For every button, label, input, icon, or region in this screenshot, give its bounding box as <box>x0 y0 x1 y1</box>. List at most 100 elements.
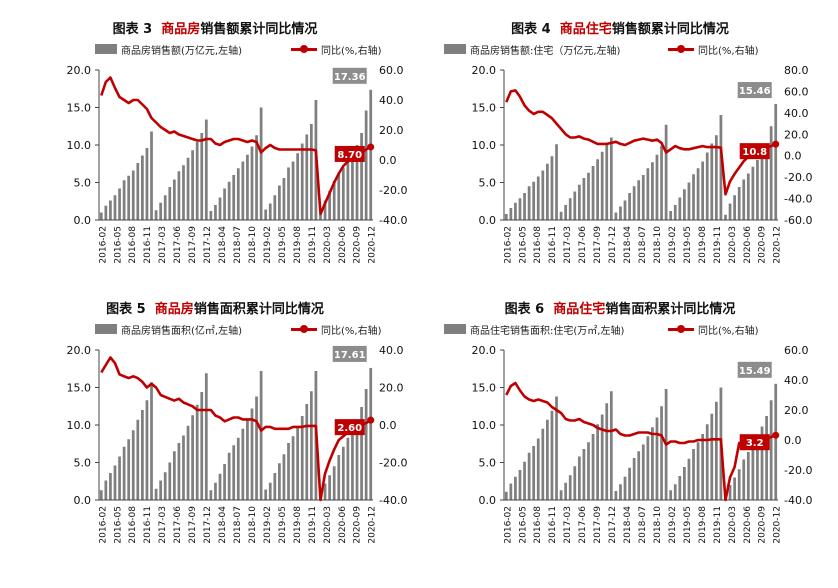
x-tick-label: 2016-02 <box>98 226 108 264</box>
bar <box>692 174 695 220</box>
bar <box>159 480 163 500</box>
bar <box>705 424 709 500</box>
bar <box>145 400 149 500</box>
bar <box>99 212 103 220</box>
bar <box>341 446 345 500</box>
bar <box>737 469 741 500</box>
bar <box>760 426 764 500</box>
x-tick-label: 2017-09 <box>593 226 603 264</box>
chart-legend: 商品房销售额:住宅（万亿元,左轴) 同比(%,右轴) <box>420 42 820 58</box>
right-tick-label: -20.0 <box>784 464 812 477</box>
x-tick-label: 2017-12 <box>203 506 213 544</box>
legend-bar-swatch <box>95 324 117 334</box>
left-tick-label: 5.0 <box>479 177 497 190</box>
bar <box>177 171 181 220</box>
bar <box>355 145 359 220</box>
bar <box>364 389 368 500</box>
x-tick-label: 2017-03 <box>158 226 168 264</box>
bar <box>514 202 517 220</box>
bar <box>577 184 581 220</box>
bar <box>651 427 654 500</box>
bar <box>600 151 604 220</box>
bar <box>264 209 268 220</box>
yoy-line <box>505 89 777 196</box>
line-value-label: 3.2 <box>746 438 764 449</box>
bar-value-label: 17.61 <box>334 350 366 361</box>
x-tick-label: 2019-08 <box>698 226 708 264</box>
bar <box>236 437 240 500</box>
bar <box>669 490 673 500</box>
bar <box>765 143 768 220</box>
bar <box>632 458 636 500</box>
bar <box>273 473 277 500</box>
legend-bar-label: 商品房销售额:住宅（万亿元,左轴) <box>470 46 621 57</box>
bar <box>305 404 309 500</box>
bar <box>168 462 172 500</box>
x-tick-label: 2017-09 <box>188 506 198 544</box>
bar <box>255 396 258 500</box>
x-tick-label: 2017-06 <box>578 226 588 264</box>
x-tick-label: 2017-12 <box>608 226 618 264</box>
yoy-last-point <box>367 416 375 424</box>
bar <box>742 459 746 500</box>
legend-line-marker <box>677 45 685 53</box>
x-tick-label: 2016-11 <box>143 226 153 264</box>
bar <box>555 144 558 220</box>
x-tick-label: 2019-11 <box>713 506 723 544</box>
left-tick-label: 0.0 <box>479 494 497 507</box>
chart-title: 图表 5 商品房销售面积累计同比情况 <box>106 302 324 317</box>
x-tick-label: 2016-05 <box>113 226 123 264</box>
bar <box>287 167 290 220</box>
bar <box>369 367 373 500</box>
left-tick-label: 0.0 <box>74 494 92 507</box>
legend-line-marker <box>677 325 685 333</box>
line-value-label-bg <box>334 145 365 162</box>
legend-bar-label: 商品房销售面积(亿㎡,左轴) <box>121 326 242 337</box>
bar <box>651 162 654 220</box>
bar <box>141 155 144 220</box>
right-tick-label: 40.0 <box>784 374 809 387</box>
bar <box>756 436 759 500</box>
x-tick-label: 2019-05 <box>278 226 288 264</box>
bar <box>109 473 112 500</box>
x-tick-label: 2019-11 <box>308 506 318 544</box>
bar <box>609 391 613 500</box>
bar <box>159 202 163 220</box>
x-tick-label: 2018-07 <box>638 506 648 544</box>
chart-legend: 商品房销售额(万亿元,左轴) 同比(%,右轴) <box>15 42 415 58</box>
legend-bar-swatch <box>444 44 466 54</box>
right-tick-label: -40.0 <box>784 494 812 507</box>
left-tick-label: 0.0 <box>74 214 92 227</box>
x-tick-label: 2020-12 <box>368 506 378 544</box>
x-tick-label: 2016-11 <box>548 506 558 544</box>
x-tick-label: 2017-12 <box>203 226 213 264</box>
x-tick-label: 2016-08 <box>128 226 138 264</box>
bar <box>555 396 558 500</box>
bar <box>546 163 549 220</box>
bar <box>364 110 368 220</box>
chart-panel: 图表 6 商品住宅销售面积累计同比情况 商品住宅销售面积:住宅(万㎡,左轴) 同… <box>420 298 820 578</box>
x-tick-label: 2016-02 <box>503 506 513 544</box>
x-tick-label: 2020-12 <box>368 226 378 264</box>
bar <box>660 145 663 220</box>
bar <box>259 107 263 220</box>
bar <box>769 400 773 500</box>
legend-line-label: 同比(%,右轴) <box>321 326 382 337</box>
bar <box>714 135 718 220</box>
chart-legend: 商品房销售面积(亿㎡,左轴) 同比(%,右轴) <box>15 322 415 338</box>
right-tick-label: -40.0 <box>379 214 407 227</box>
bar <box>591 434 595 500</box>
bar <box>154 488 158 500</box>
right-tick-label: 20.0 <box>379 124 404 137</box>
x-tick-label: 2019-11 <box>308 226 318 264</box>
bar <box>300 143 304 220</box>
right-tick-label: 80.0 <box>784 64 809 77</box>
legend-bar-swatch <box>95 44 117 54</box>
bar <box>291 161 295 220</box>
yoy-last-point <box>772 140 780 148</box>
right-tick-label: 60.0 <box>784 344 809 357</box>
line-value-label-bg <box>334 419 365 436</box>
bar <box>250 408 254 500</box>
bar <box>360 407 363 500</box>
x-tick-label: 2018-04 <box>218 226 228 264</box>
